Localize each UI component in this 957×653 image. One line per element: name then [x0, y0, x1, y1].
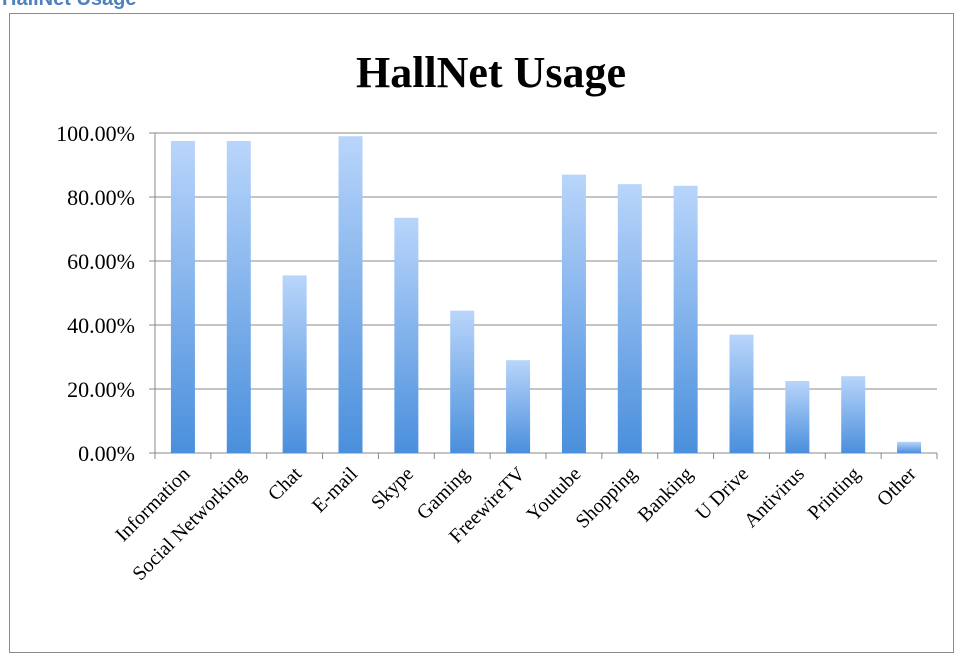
x-tick-label: Printing [804, 463, 865, 524]
bar-shopping [617, 184, 642, 453]
bar-e-mail [338, 136, 363, 453]
y-tick-label: 80.00% [67, 185, 135, 210]
bar-information [170, 141, 195, 453]
chart-title: HallNet Usage [356, 48, 626, 97]
y-axis-ticks: 0.00% 20.00% 40.00% 60.00% 80.00% 100.00% [56, 121, 135, 466]
x-tick-label: Shopping [572, 463, 642, 533]
x-tick-label: Antivirus [740, 463, 809, 532]
bar-antivirus [785, 381, 810, 453]
bars [170, 136, 922, 454]
y-tick-label: 0.00% [78, 441, 135, 466]
x-tick-label: E-mail [308, 463, 362, 517]
x-tick-label: Skype [367, 463, 418, 514]
bar-u-drive [729, 334, 754, 453]
bar-banking [673, 185, 698, 454]
bar-printing [841, 376, 866, 453]
x-tick-label: Banking [634, 463, 697, 526]
y-tick-label: 20.00% [67, 377, 135, 402]
x-tick-label: Chat [264, 463, 307, 506]
bar-skype [394, 217, 419, 453]
grid-lines [149, 132, 937, 454]
x-tick-label: Other [873, 463, 921, 511]
chart-frame [9, 13, 954, 653]
y-tick-label: 40.00% [67, 313, 135, 338]
section-heading: HallNet Usage [0, 0, 137, 14]
y-tick-label: 100.00% [56, 121, 135, 146]
bar-gaming [450, 310, 475, 453]
x-axis [154, 133, 938, 459]
bar-chat [282, 275, 307, 453]
bar-other [897, 441, 922, 453]
bar-social-networking [226, 141, 251, 453]
bar-youtube [561, 174, 586, 453]
bar-freewiretv [506, 360, 531, 453]
y-tick-label: 60.00% [67, 249, 135, 274]
